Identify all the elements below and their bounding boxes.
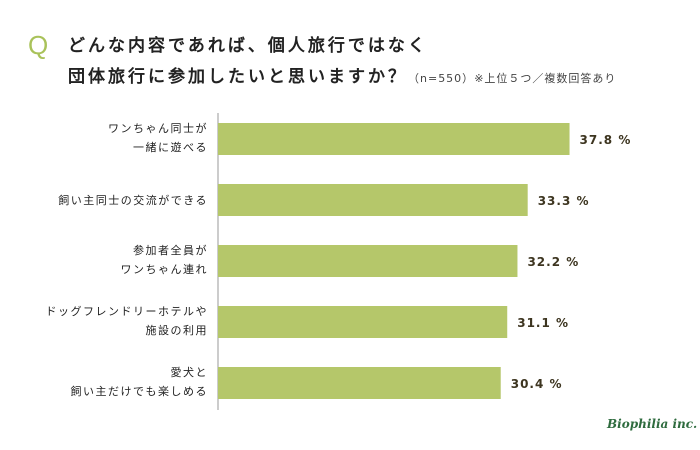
category-label: ワンちゃん連れ <box>121 262 209 276</box>
q-mark: Q <box>28 30 49 60</box>
bar <box>218 245 518 277</box>
title-line1: どんな内容であれば、個人旅行ではなく <box>68 36 428 56</box>
note: ※上位５つ／複数回答あり <box>474 72 617 85</box>
category-label: 飼い主だけでも楽しめる <box>71 384 209 398</box>
category-label: ワンちゃん同士が <box>108 121 208 135</box>
title-line2: 団体旅行に参加したいと思いますか？（n=550）※上位５つ／複数回答あり <box>68 62 616 87</box>
value-label: 32.2 % <box>527 255 579 269</box>
bar <box>218 184 528 216</box>
category-label: 愛犬と <box>171 365 209 379</box>
sample-size: （n=550） <box>408 72 475 85</box>
category-label: 施設の利用 <box>146 323 209 337</box>
logo: Biophilia inc. <box>607 417 698 431</box>
value-label: 30.4 % <box>511 377 563 391</box>
bar <box>218 367 501 399</box>
value-label: 33.3 % <box>538 194 590 208</box>
title-line2-text: 団体旅行に参加したいと思いますか？ <box>68 67 408 87</box>
bar <box>218 306 508 338</box>
category-label: 飼い主同士の交流ができる <box>58 193 208 207</box>
bar <box>218 123 570 155</box>
category-label: 一緒に遊べる <box>133 140 208 154</box>
value-label: 31.1 % <box>517 316 569 330</box>
value-label: 37.8 % <box>580 133 632 147</box>
category-label: 参加者全員が <box>133 243 208 257</box>
category-label: ドッグフレンドリーホテルや <box>46 304 209 318</box>
